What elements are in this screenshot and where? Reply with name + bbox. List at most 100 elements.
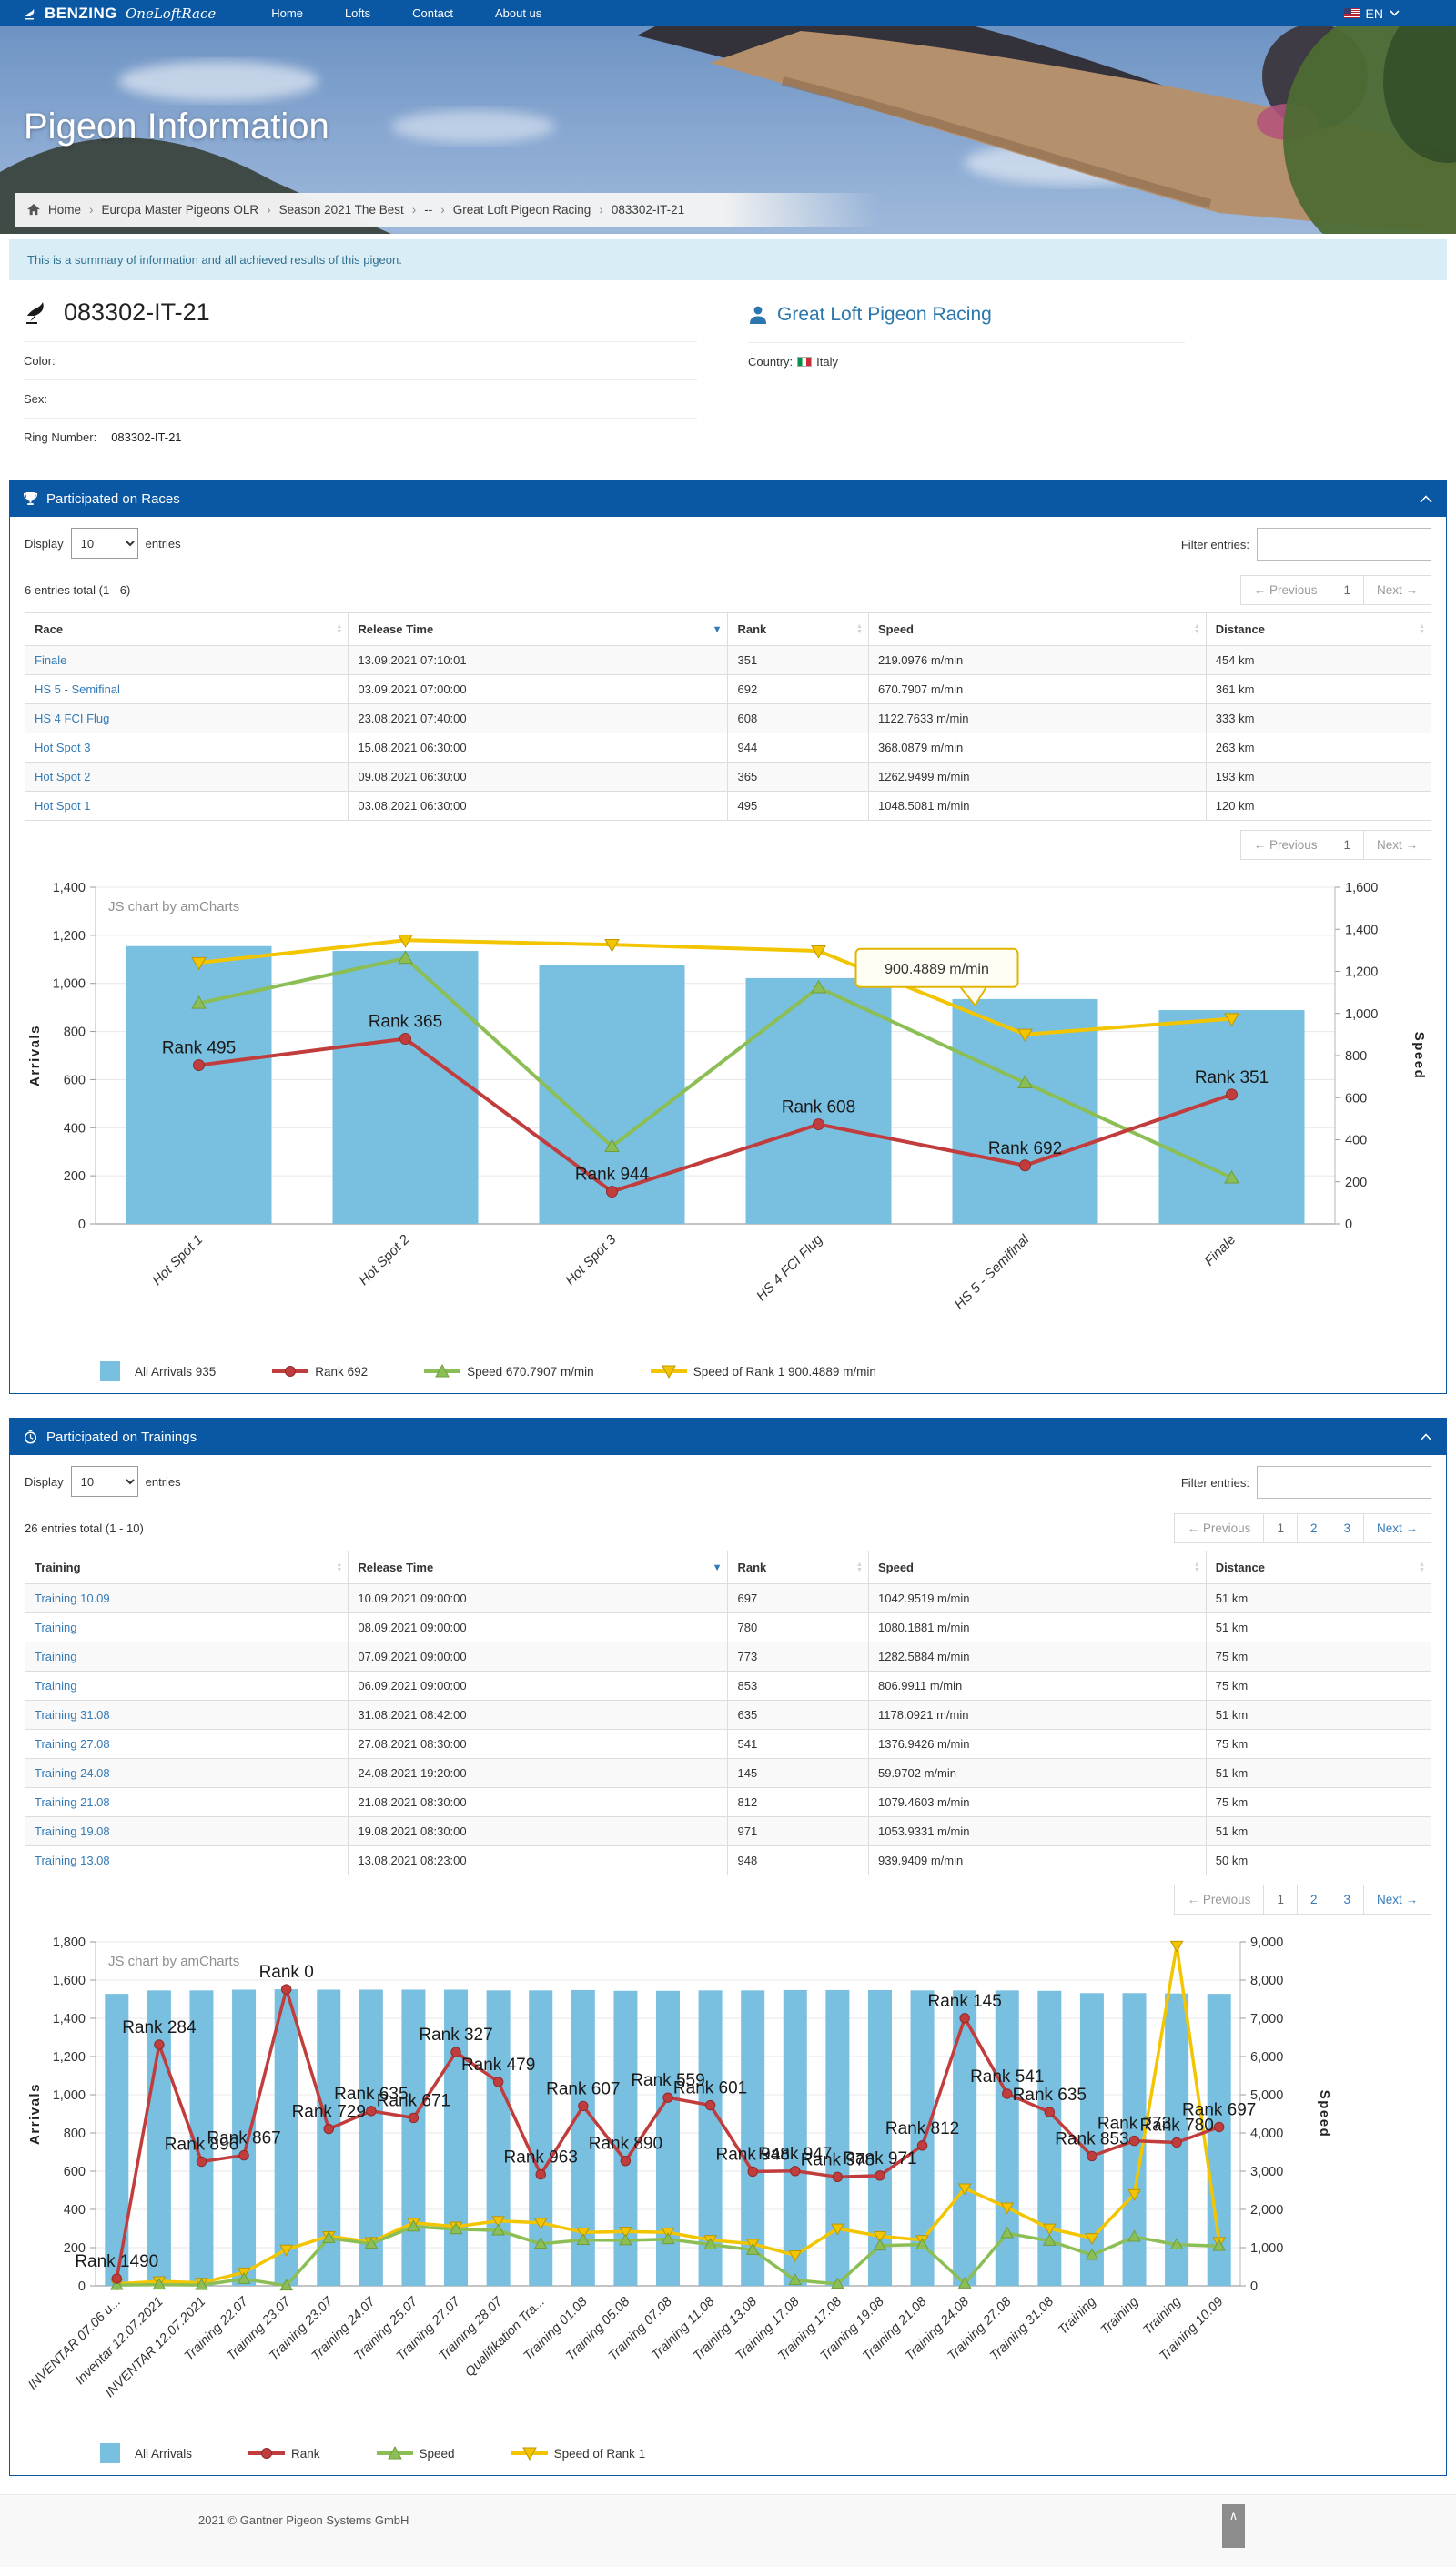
filter-input[interactable] bbox=[1257, 528, 1431, 561]
race-link[interactable]: Finale bbox=[35, 653, 67, 667]
back-to-top-button[interactable]: ∧ bbox=[1222, 2504, 1245, 2548]
nav-item-about-us[interactable]: About us bbox=[494, 6, 542, 20]
table-cell: 75 km bbox=[1205, 1671, 1432, 1701]
page-button-3[interactable]: 3 bbox=[1330, 1885, 1364, 1915]
table-cell: 971 bbox=[727, 1816, 869, 1846]
column-header-release-time[interactable]: Release Time ▼ bbox=[348, 612, 729, 646]
page-button-next[interactable]: Next → bbox=[1362, 1513, 1431, 1543]
page-button-2[interactable]: 2 bbox=[1296, 1885, 1331, 1915]
legend-item-speed-2[interactable]: Speed 670.7907 m/min bbox=[424, 1360, 594, 1382]
column-header-distance[interactable]: Distance ▲ ▼ bbox=[1205, 1551, 1432, 1584]
language-label: EN bbox=[1365, 5, 1383, 21]
legend-label: All Arrivals 935 bbox=[135, 1364, 217, 1379]
collapse-icon[interactable] bbox=[1420, 494, 1432, 503]
svg-text:1,400: 1,400 bbox=[1345, 923, 1378, 937]
legend-label: Speed of Rank 1 bbox=[553, 2446, 646, 2461]
breadcrumb-item-season-2021-the-best[interactable]: Season 2021 The Best bbox=[278, 203, 404, 217]
svg-text:Rank 601: Rank 601 bbox=[673, 2079, 747, 2098]
page-length-select[interactable]: 10 bbox=[70, 528, 138, 559]
svg-text:1,000: 1,000 bbox=[53, 977, 86, 992]
breadcrumb-item-europa-master-pigeons-olr[interactable]: Europa Master Pigeons OLR bbox=[101, 203, 259, 217]
loft-column: Great Loft Pigeon Racing Country: Italy bbox=[748, 286, 1185, 456]
column-header-release-time[interactable]: Release Time ▼ bbox=[348, 1551, 729, 1584]
svg-text:Arrivals: Arrivals bbox=[27, 2083, 43, 2145]
svg-text:1,000: 1,000 bbox=[53, 2088, 86, 2103]
training-link[interactable]: Training 27.08 bbox=[35, 1737, 110, 1751]
pagination: ← Previous 1 2 3 Next → bbox=[1173, 1885, 1431, 1915]
legend-item-all-0[interactable]: All Arrivals 935 bbox=[92, 1360, 216, 1382]
table-row: HS 4 FCI Flug 23.08.2021 07:40:00 608 1122.… bbox=[24, 703, 1432, 733]
races-table: Race ▲ ▼ Release Time ▼ Rank ▲ ▼ Speed ▲ ▼ Distance… bbox=[24, 612, 1432, 821]
legend-item-speed-3[interactable]: Speed of Rank 1 900.4889 m/min bbox=[650, 1360, 876, 1382]
table-row: Training 24.08 24.08.2021 19:20:00 145 59.9… bbox=[24, 1758, 1432, 1788]
trainings-panel-header[interactable]: Participated on Trainings bbox=[10, 1419, 1446, 1455]
race-link[interactable]: HS 5 - Semifinal bbox=[35, 682, 120, 696]
legend-item-speed-2[interactable]: Speed bbox=[376, 2442, 455, 2464]
legend-label: Speed 670.7907 m/min bbox=[467, 1364, 594, 1379]
training-link[interactable]: Training bbox=[35, 1679, 77, 1693]
page-button-2[interactable]: 2 bbox=[1296, 1513, 1331, 1543]
training-link[interactable]: Training 21.08 bbox=[35, 1795, 110, 1809]
race-link[interactable]: Hot Spot 3 bbox=[35, 741, 91, 754]
training-link[interactable]: Training 10.09 bbox=[35, 1592, 110, 1605]
page-button-1[interactable]: 1 bbox=[1330, 830, 1364, 860]
nav-item-home[interactable]: Home bbox=[271, 6, 303, 20]
race-link[interactable]: Hot Spot 1 bbox=[35, 799, 91, 813]
legend-item-speed-3[interactable]: Speed of Rank 1 bbox=[511, 2442, 646, 2464]
legend-item-all-0[interactable]: All Arrivals bbox=[92, 2442, 192, 2464]
pigeon-icon bbox=[26, 302, 44, 324]
table-cell: 24.08.2021 19:20:00 bbox=[348, 1758, 729, 1788]
breadcrumb-item-dash[interactable]: -- bbox=[424, 203, 433, 217]
sort-icon: ▲ ▼ bbox=[1193, 1561, 1200, 1573]
language-switcher[interactable]: EN bbox=[1343, 5, 1400, 21]
collapse-icon[interactable] bbox=[1420, 1432, 1432, 1441]
sort-desc-icon: ▼ bbox=[712, 623, 723, 635]
column-header-speed[interactable]: Speed ▲ ▼ bbox=[867, 1551, 1207, 1584]
races-panel-header[interactable]: Participated on Races bbox=[10, 480, 1446, 517]
nav-item-lofts[interactable]: Lofts bbox=[344, 6, 371, 20]
training-link[interactable]: Training 31.08 bbox=[35, 1708, 110, 1722]
races-chart-svg[interactable]: 0 200 400 600 800 1,000 1,200 1,400 0 200 400 600 80… bbox=[25, 874, 1431, 1359]
table-cell: 853 bbox=[727, 1671, 869, 1701]
breadcrumb-item-083302-it-21[interactable]: 083302-IT-21 bbox=[611, 203, 685, 217]
column-header-rank[interactable]: Rank ▲ ▼ bbox=[727, 1551, 869, 1584]
brand-logo[interactable]: BENZING OneLoftRace bbox=[24, 5, 216, 23]
filter-input[interactable] bbox=[1257, 1466, 1431, 1499]
column-header-race[interactable]: Race ▲ ▼ bbox=[24, 612, 349, 646]
column-header-speed[interactable]: Speed ▲ ▼ bbox=[867, 612, 1207, 646]
svg-text:1,200: 1,200 bbox=[53, 929, 86, 944]
country-value: Italy bbox=[816, 355, 838, 369]
breadcrumb-item-home[interactable]: Home bbox=[48, 203, 82, 217]
race-link[interactable]: Hot Spot 2 bbox=[35, 770, 91, 783]
site-footer: 2021 © Gantner Pigeon Systems GmbH ∧ bbox=[0, 2494, 1456, 2567]
training-link[interactable]: Training 13.08 bbox=[35, 1854, 110, 1867]
column-header-training[interactable]: Training ▲ ▼ bbox=[24, 1551, 349, 1584]
legend-item-rank-1[interactable]: Rank 692 bbox=[272, 1360, 368, 1382]
training-link[interactable]: Training bbox=[35, 1650, 77, 1663]
table-header-row: Training ▲ ▼ Release Time ▼ Rank ▲ ▼ Speed ▲ ▼ Dist… bbox=[24, 1551, 1432, 1584]
breadcrumb-item-great-loft-pigeon-racing[interactable]: Great Loft Pigeon Racing bbox=[452, 203, 592, 217]
page-length-select[interactable]: 10 bbox=[70, 1466, 138, 1497]
training-link[interactable]: Training 19.08 bbox=[35, 1824, 110, 1838]
entries-total-text: 6 entries total (1 - 6) bbox=[25, 583, 131, 597]
page-button-next[interactable]: Next → bbox=[1362, 1885, 1431, 1915]
trainings-chart: 0 200 400 600 800 1,000 1,200 1,400 1,600 1,800 0 1… bbox=[25, 1929, 1431, 2441]
training-link[interactable]: Training bbox=[35, 1621, 77, 1634]
column-header-distance[interactable]: Distance ▲ ▼ bbox=[1205, 612, 1432, 646]
trainings-chart-svg[interactable]: 0 200 400 600 800 1,000 1,200 1,400 1,600 1,800 0 1… bbox=[25, 1929, 1431, 2441]
page-button-3[interactable]: 3 bbox=[1330, 1513, 1364, 1543]
legend-item-rank-1[interactable]: Rank bbox=[248, 2442, 320, 2464]
column-header-rank[interactable]: Rank ▲ ▼ bbox=[727, 612, 869, 646]
page-button-1[interactable]: 1 bbox=[1263, 1513, 1298, 1543]
page-button-1[interactable]: 1 bbox=[1330, 575, 1364, 605]
svg-text:Rank 853: Rank 853 bbox=[1055, 2129, 1128, 2148]
svg-text:Rank 896: Rank 896 bbox=[165, 2136, 238, 2155]
nav-item-contact[interactable]: Contact bbox=[412, 6, 453, 20]
loft-name-heading[interactable]: Great Loft Pigeon Racing bbox=[777, 304, 992, 325]
race-link[interactable]: HS 4 FCI Flug bbox=[35, 712, 110, 725]
page-button-1[interactable]: 1 bbox=[1263, 1885, 1298, 1915]
table-cell: 31.08.2021 08:42:00 bbox=[348, 1700, 729, 1730]
svg-text:6,000: 6,000 bbox=[1250, 2050, 1283, 2065]
training-link[interactable]: Training 24.08 bbox=[35, 1766, 110, 1780]
svg-text:Rank 867: Rank 867 bbox=[207, 2129, 280, 2148]
